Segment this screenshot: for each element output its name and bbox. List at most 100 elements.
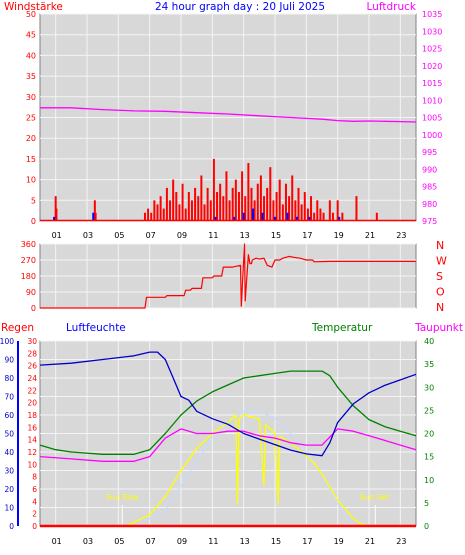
wind-axis-tick: 0 — [31, 217, 36, 226]
x-tick-label: 01 — [52, 231, 62, 240]
rain-label: Regen — [1, 322, 34, 334]
pressure-axis-tick: 1005 — [422, 114, 442, 123]
rain-axis-tick: 12 — [27, 448, 37, 457]
pressure-axis-tick: 1010 — [422, 96, 442, 105]
x-tick-label: 15 — [271, 231, 281, 240]
humidity-axis-tick: 70 — [4, 393, 14, 402]
wind-axis-tick: 45 — [26, 31, 36, 40]
x-tick-label: 03 — [83, 537, 93, 546]
pressure-axis-tick: 1015 — [422, 79, 442, 88]
rain-axis-tick: 8 — [32, 473, 37, 482]
humidity-axis-tick: 80 — [4, 374, 14, 383]
x-tick-label: 01 — [52, 537, 62, 546]
x-tick-label: 03 — [83, 231, 93, 240]
rain-axis-tick: 22 — [27, 386, 37, 395]
rain-axis-tick: 28 — [27, 349, 37, 358]
wind-axis-tick: 30 — [26, 93, 36, 102]
chart-title: 24 hour graph day : 20 Juli 2025 — [155, 1, 325, 13]
direction-axis-tick: 0 — [31, 304, 36, 313]
x-tick-label: 11 — [208, 537, 218, 546]
temperature-label: Temperatur — [311, 322, 373, 334]
humidity-line — [39, 351, 417, 457]
pressure-label: Luftdruck — [367, 1, 417, 13]
humidity-axis-tick: 90 — [4, 356, 14, 365]
direction-axis-tick: 180 — [21, 272, 36, 281]
x-tick-label: 19 — [334, 537, 344, 546]
x-tick-label: 23 — [396, 537, 406, 546]
compass-label: N — [436, 301, 444, 314]
rain-axis-tick: 10 — [27, 460, 37, 469]
pressure-axis-tick: 1030 — [422, 27, 442, 36]
compass-label: O — [436, 286, 445, 299]
pressure-axis-tick: 995 — [422, 148, 437, 157]
pressure-axis-tick: 975 — [422, 217, 437, 226]
temperature-axis-tick: 10 — [424, 476, 434, 485]
rain-axis-tick: 14 — [27, 436, 37, 445]
x-tick-label: 13 — [240, 231, 250, 240]
rain-axis-tick: 6 — [32, 485, 37, 494]
temperature-axis-tick: 20 — [424, 430, 434, 439]
x-tick-label: 17 — [302, 231, 312, 240]
direction-axis-tick: 90 — [26, 288, 36, 297]
wind-pressure-panel: 01 03 05 07 09 11 13 15 17 19 21 230510152025303540… — [26, 10, 443, 240]
wind-label: Windstärke — [4, 1, 63, 13]
x-tick-label: 17 — [302, 537, 312, 546]
compass-label: N — [436, 239, 444, 252]
rain-axis-tick: 20 — [27, 399, 37, 408]
wind-axis-tick: 35 — [26, 72, 36, 81]
humidity-axis-tick: 10 — [4, 504, 14, 513]
wind-axis-tick: 40 — [26, 51, 36, 60]
temperature-axis-tick: 35 — [424, 360, 434, 369]
temperature-humidity-panel: 01 03 05 07 09 11 13 15 17 19 21 230102030405060708… — [0, 337, 434, 546]
pressure-line — [40, 107, 417, 123]
direction-line — [40, 243, 416, 309]
humidity-axis-tick: 0 — [9, 522, 14, 531]
rain-axis-tick: 16 — [27, 423, 37, 432]
x-tick-label: 05 — [114, 231, 124, 240]
compass-label: S — [436, 270, 443, 283]
sunset-label: Sun Set — [360, 493, 389, 502]
pressure-axis-tick: 985 — [422, 183, 437, 192]
x-tick-label: 05 — [114, 537, 124, 546]
x-tick-label: 07 — [146, 231, 156, 240]
pressure-axis-tick: 1000 — [422, 131, 442, 140]
temperature-axis-tick: 40 — [424, 337, 434, 346]
rain-axis-tick: 26 — [27, 362, 37, 371]
x-tick-label: 15 — [271, 537, 281, 546]
pressure-axis-tick: 1020 — [422, 62, 442, 71]
x-tick-label: 11 — [208, 231, 218, 240]
x-tick-label: 09 — [177, 537, 187, 546]
temperature-axis-tick: 25 — [424, 406, 434, 415]
dewpoint-label: Taupunkt — [414, 322, 463, 334]
humidity-axis-tick: 40 — [4, 448, 14, 457]
rain-axis-tick: 30 — [27, 337, 37, 346]
humidity-axis-tick: 30 — [4, 467, 14, 476]
wind-axis-tick: 10 — [26, 176, 36, 185]
humidity-label: Luftfeuchte — [66, 322, 126, 334]
x-tick-label: 07 — [146, 537, 156, 546]
pressure-axis-tick: 1035 — [422, 10, 442, 19]
x-tick-label: 21 — [365, 231, 375, 240]
humidity-axis-tick: 100 — [0, 337, 14, 346]
uv-line — [40, 410, 416, 527]
wind-axis-tick: 25 — [26, 114, 36, 123]
pressure-axis-tick: 990 — [422, 165, 437, 174]
wind-axis-tick: 15 — [26, 155, 36, 164]
x-tick-label: 21 — [365, 537, 375, 546]
dewpoint-line — [39, 428, 417, 462]
wind-axis-tick: 5 — [31, 196, 36, 205]
temperature-axis-tick: 0 — [424, 522, 429, 531]
wind-axis-tick: 20 — [26, 134, 36, 143]
temperature-line — [39, 370, 417, 455]
direction-axis-tick: 360 — [21, 240, 36, 249]
humidity-axis-tick: 20 — [4, 485, 14, 494]
rain-axis-tick: 2 — [32, 510, 37, 519]
rain-axis-tick: 18 — [27, 411, 37, 420]
pressure-axis-tick: 1025 — [422, 45, 442, 54]
temperature-axis-tick: 30 — [424, 383, 434, 392]
x-tick-label: 23 — [396, 231, 406, 240]
wind-axis-tick: 50 — [26, 10, 36, 19]
x-tick-label: 13 — [240, 537, 250, 546]
pressure-axis-tick: 980 — [422, 200, 437, 209]
